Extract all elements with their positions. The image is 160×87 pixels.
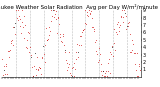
- Title: Milwaukee Weather Solar Radiation  Avg per Day W/m²/minute: Milwaukee Weather Solar Radiation Avg pe…: [0, 4, 158, 10]
